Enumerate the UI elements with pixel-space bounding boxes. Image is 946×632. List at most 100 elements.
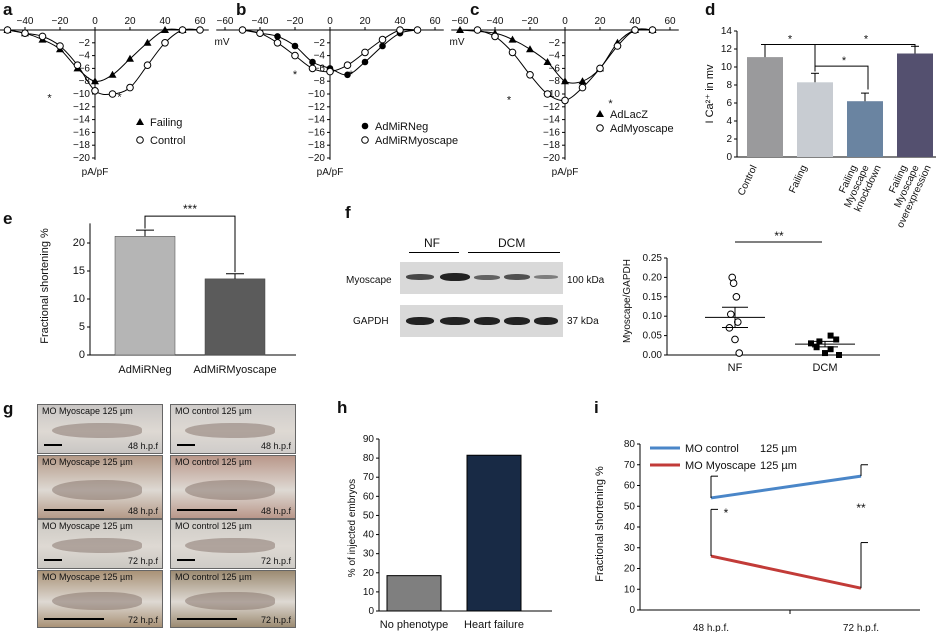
x-tick-label-c: 60 bbox=[664, 16, 676, 27]
photo-caption: MO control 125 µm bbox=[175, 572, 252, 582]
panel-label-b: b bbox=[236, 0, 247, 19]
y-tick-label-d: 12 bbox=[721, 44, 733, 55]
significance-star-c: * bbox=[507, 95, 512, 107]
y-tick-label-i: 10 bbox=[624, 584, 636, 595]
panel-label-i: i bbox=[594, 398, 599, 417]
iv-point-c bbox=[648, 26, 657, 34]
legend-label-b: AdMiRMyoscape bbox=[375, 135, 458, 147]
y-tick-label-a: −20 bbox=[73, 153, 90, 164]
iv-point-c bbox=[578, 77, 587, 85]
photo-caption: MO Myoscape 125 µm bbox=[42, 572, 133, 582]
data-point-f bbox=[732, 293, 741, 301]
iv-point-c bbox=[491, 32, 499, 41]
iv-point-b bbox=[256, 29, 264, 38]
zebrafish-photo: MO Myoscape 125 µm 72 h.p.f bbox=[37, 519, 163, 569]
iv-point-c bbox=[561, 96, 569, 105]
iv-point-b bbox=[344, 71, 351, 79]
iv-point-c bbox=[543, 58, 552, 65]
legend-marker-a bbox=[136, 118, 144, 125]
iv-point-c bbox=[526, 45, 534, 53]
blot-group-nf: NF bbox=[424, 236, 440, 250]
x-axis-label-c: mV bbox=[450, 37, 465, 48]
iv-point-c bbox=[526, 71, 534, 79]
iv-point-b bbox=[326, 67, 334, 76]
category-label-i: 72 h.p.f. bbox=[843, 623, 879, 632]
embryo-body bbox=[52, 538, 142, 553]
iv-curve-a-1 bbox=[7, 28, 201, 95]
sig-bracket-e bbox=[144, 215, 236, 273]
embryo-body bbox=[185, 538, 275, 553]
sig-star-i: * bbox=[724, 506, 729, 520]
x-tick-label-b: 40 bbox=[394, 16, 406, 27]
photo-stage-label: 48 h.p.f bbox=[260, 441, 291, 451]
scale-bar bbox=[177, 444, 195, 446]
y-tick-label-c: −2 bbox=[549, 38, 561, 49]
y-tick-label-b: −20 bbox=[308, 153, 325, 164]
panel-label-g: g bbox=[3, 399, 14, 418]
y-tick-label-e: 0 bbox=[79, 349, 85, 361]
iv-point-b bbox=[309, 58, 316, 66]
y-tick-label-h: 50 bbox=[363, 510, 375, 521]
x-tick-label-a: 0 bbox=[92, 16, 98, 27]
bar-h bbox=[466, 454, 522, 612]
iv-point-b bbox=[238, 26, 247, 34]
y-axis-label-c: pA/pF bbox=[552, 167, 579, 178]
x-tick-label-c: 40 bbox=[629, 16, 641, 27]
iv-point-a bbox=[21, 29, 29, 38]
zebrafish-photo: MO Myoscape 125 µm 72 h.p.f bbox=[37, 570, 163, 628]
x-tick-label-c: −60 bbox=[452, 16, 469, 27]
legend-label-c: AdMyoscape bbox=[610, 123, 674, 135]
y-tick-label-c: −14 bbox=[543, 115, 560, 126]
blot-row-label-gapdh: GAPDH bbox=[353, 316, 389, 327]
x-tick-label-a: 20 bbox=[124, 16, 136, 27]
iv-point-a bbox=[161, 26, 169, 33]
iv-point-a bbox=[196, 26, 204, 34]
data-point-f bbox=[827, 332, 834, 339]
category-label-i: 48 h.p.f. bbox=[693, 623, 729, 632]
blot-size-myoscape: 100 kDa bbox=[567, 275, 605, 286]
photo-caption: MO Myoscape 125 µm bbox=[42, 521, 133, 531]
y-tick-label-c: −6 bbox=[549, 63, 561, 74]
y-tick-label-f: 0.25 bbox=[643, 253, 663, 264]
iv-point-a bbox=[38, 32, 47, 41]
y-axis-label-d: I Ca²⁺ in mv bbox=[704, 64, 716, 123]
iv-point-b bbox=[291, 42, 299, 50]
y-tick-label-b: −6 bbox=[314, 63, 326, 74]
iv-point-a bbox=[126, 83, 134, 92]
y-tick-label-f: 0.20 bbox=[643, 272, 663, 283]
data-point-f bbox=[731, 335, 739, 344]
y-tick-label-d: 8 bbox=[726, 80, 732, 91]
panel-label-c: c bbox=[470, 0, 480, 19]
zebrafish-photo: MO Myoscape 125 µm 48 h.p.f bbox=[37, 455, 163, 519]
y-tick-label-f: 0.00 bbox=[643, 350, 663, 361]
iv-point-c bbox=[596, 64, 604, 73]
blot-bracket-dcm bbox=[468, 252, 560, 253]
y-tick-label-b: −2 bbox=[314, 38, 326, 49]
data-point-f bbox=[822, 350, 828, 357]
legend-label-c: AdLacZ bbox=[610, 109, 648, 121]
y-tick-label-a: −14 bbox=[73, 115, 90, 126]
zebrafish-photo: MO control 125 µm 72 h.p.f bbox=[170, 570, 296, 628]
photo-stage-label: 72 h.p.f bbox=[127, 556, 158, 566]
y-axis-label-b: pA/pF bbox=[317, 167, 344, 178]
legend-marker-c bbox=[596, 110, 604, 117]
y-tick-label-i: 50 bbox=[624, 501, 636, 512]
iv-point-a bbox=[56, 42, 64, 50]
y-tick-label-b: −16 bbox=[308, 127, 325, 138]
x-tick-label-b: −20 bbox=[287, 16, 304, 27]
y-tick-label-b: −10 bbox=[308, 89, 325, 100]
y-tick-label-h: 30 bbox=[363, 549, 375, 560]
y-tick-label-b: −4 bbox=[314, 51, 326, 62]
y-axis-label-i: Fractional shortening % bbox=[594, 466, 606, 582]
series-line-i bbox=[710, 554, 862, 590]
y-tick-label-h: 60 bbox=[363, 491, 375, 502]
y-tick-label-a: −8 bbox=[79, 76, 91, 87]
series-line-i bbox=[710, 474, 862, 500]
photo-caption: MO control 125 µm bbox=[175, 457, 252, 467]
blot-size-gapdh: 37 kDa bbox=[567, 316, 599, 327]
y-tick-label-c: −4 bbox=[549, 51, 561, 62]
y-tick-label-e: 15 bbox=[73, 265, 85, 277]
iv-point-c bbox=[456, 26, 464, 33]
blot-strip-gapdh bbox=[400, 305, 563, 337]
bar-e bbox=[114, 236, 176, 356]
